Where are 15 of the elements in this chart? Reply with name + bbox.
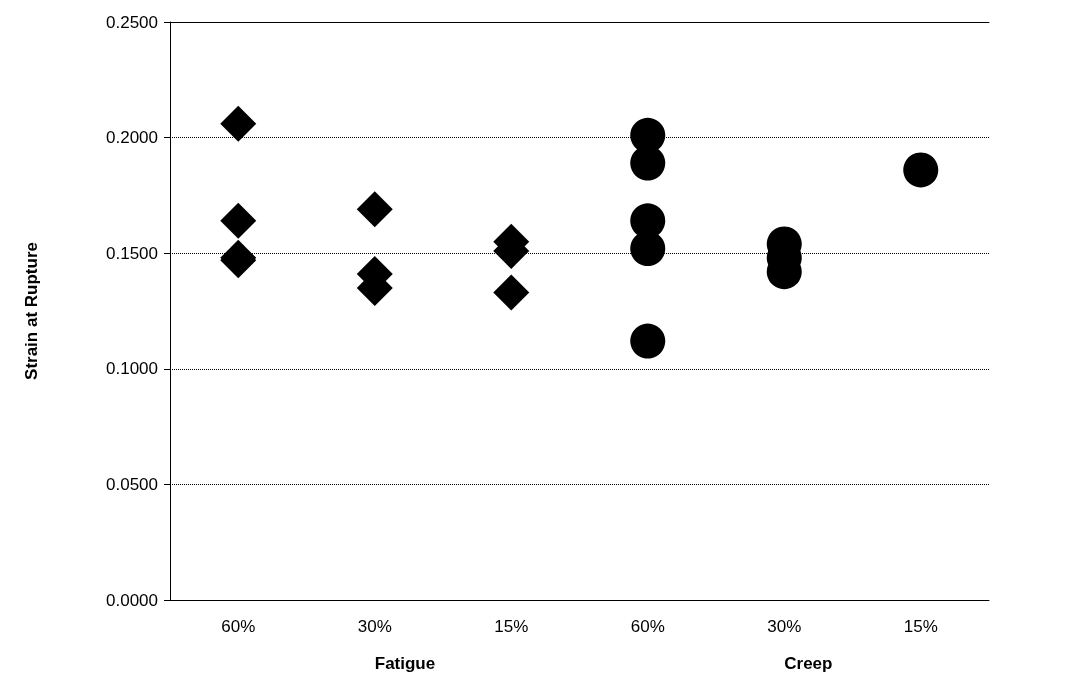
x-tick-label: 15% — [494, 617, 529, 636]
y-tick-label: 0.0500 — [106, 474, 158, 494]
x-tick-label: 30% — [767, 617, 802, 636]
x-tick-label: 60% — [630, 617, 665, 636]
x-tick-label: 30% — [357, 617, 392, 636]
y-tick-label: 0.0000 — [106, 590, 158, 610]
y-tick-label: 0.1500 — [106, 243, 158, 263]
text: Fatigue — [374, 654, 436, 673]
y-tick-label: 0.2000 — [106, 128, 158, 148]
y-axis-title: Strain at Rupture — [22, 242, 41, 380]
x-tick-label: 15% — [903, 617, 938, 636]
x-tick-label: 60% — [221, 617, 256, 636]
y-tick-label: 0.1000 — [106, 359, 158, 379]
text: Creep — [784, 654, 833, 673]
y-tick-label: 0.2500 — [106, 12, 158, 32]
